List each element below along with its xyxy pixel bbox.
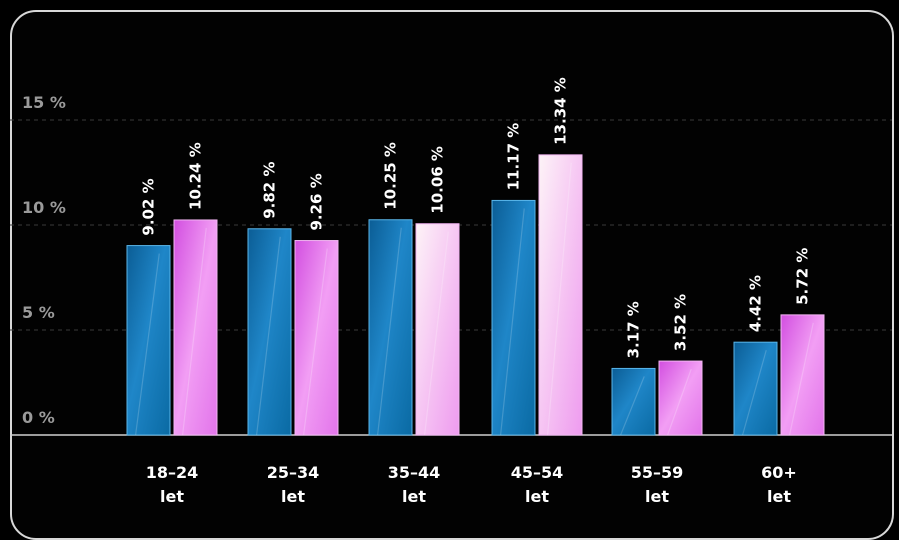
x-tick-label: 18–24 xyxy=(146,463,199,482)
bar-series-2 xyxy=(294,240,339,436)
bar-sheen xyxy=(256,236,281,436)
data-label: 9.02 % xyxy=(140,178,158,235)
x-tick-label: 60+ xyxy=(761,463,797,482)
data-label: 10.06 % xyxy=(429,146,447,214)
data-label: 3.52 % xyxy=(672,294,690,351)
data-label: 9.82 % xyxy=(261,162,279,219)
x-tick-label-unit: let xyxy=(767,487,791,506)
value-labels: 9.02 % 10.24 % 9.82 % 9.26 % 10.25 % 10.06 % 1… xyxy=(140,77,812,358)
x-tick-label: 55–59 xyxy=(631,463,684,482)
y-axis: 0 % 5 % 10 % 15 % xyxy=(22,93,66,427)
x-tick-label-unit: let xyxy=(402,487,426,506)
bar-series-1 xyxy=(611,367,656,436)
data-label: 13.34 % xyxy=(552,77,570,145)
bar-series-1 xyxy=(126,245,171,436)
bar-series-2 xyxy=(658,360,703,436)
bar-sheen xyxy=(547,162,572,436)
x-tick-label: 35–44 xyxy=(388,463,441,482)
bars xyxy=(126,154,825,436)
data-label: 11.17 % xyxy=(505,123,523,191)
bar-sheen xyxy=(667,368,692,436)
bar-series-1 xyxy=(368,219,413,436)
x-tick-label: 45–54 xyxy=(511,463,564,482)
data-label: 4.42 % xyxy=(747,275,765,332)
bar-series-1 xyxy=(491,199,536,436)
x-tick-label-unit: let xyxy=(160,487,184,506)
y-tick-label: 5 % xyxy=(22,303,55,322)
bar-sheen xyxy=(789,322,814,436)
bar-sheen xyxy=(182,227,207,436)
bar-series-2 xyxy=(780,314,825,436)
bar-series-1 xyxy=(247,228,292,436)
x-tick-label: 25–34 xyxy=(267,463,320,482)
bar-sheen xyxy=(500,208,525,436)
x-tick-label-unit: let xyxy=(645,487,669,506)
data-label: 3.17 % xyxy=(625,301,643,358)
bar-series-2 xyxy=(173,219,218,436)
bar-series-1 xyxy=(733,341,778,436)
x-axis: 18–24 let 25–34 let 35–44 let 45–54 let 55–59 let… xyxy=(146,463,797,506)
bar-series-2 xyxy=(538,154,583,436)
bar-sheen xyxy=(424,231,449,436)
bar-sheen xyxy=(620,376,645,436)
data-label: 10.24 % xyxy=(187,142,205,210)
bar-series-2 xyxy=(415,223,460,436)
data-label: 10.25 % xyxy=(382,142,400,210)
y-tick-label: 0 % xyxy=(22,408,55,427)
data-label: 9.26 % xyxy=(308,173,326,230)
bar-sheen xyxy=(303,248,328,436)
bar-sheen xyxy=(742,350,767,436)
x-tick-label-unit: let xyxy=(281,487,305,506)
bar-sheen xyxy=(377,227,402,436)
x-tick-label-unit: let xyxy=(525,487,549,506)
data-label: 5.72 % xyxy=(794,248,812,305)
y-tick-label: 10 % xyxy=(22,198,66,217)
bar-sheen xyxy=(135,253,160,436)
y-tick-label: 15 % xyxy=(22,93,66,112)
